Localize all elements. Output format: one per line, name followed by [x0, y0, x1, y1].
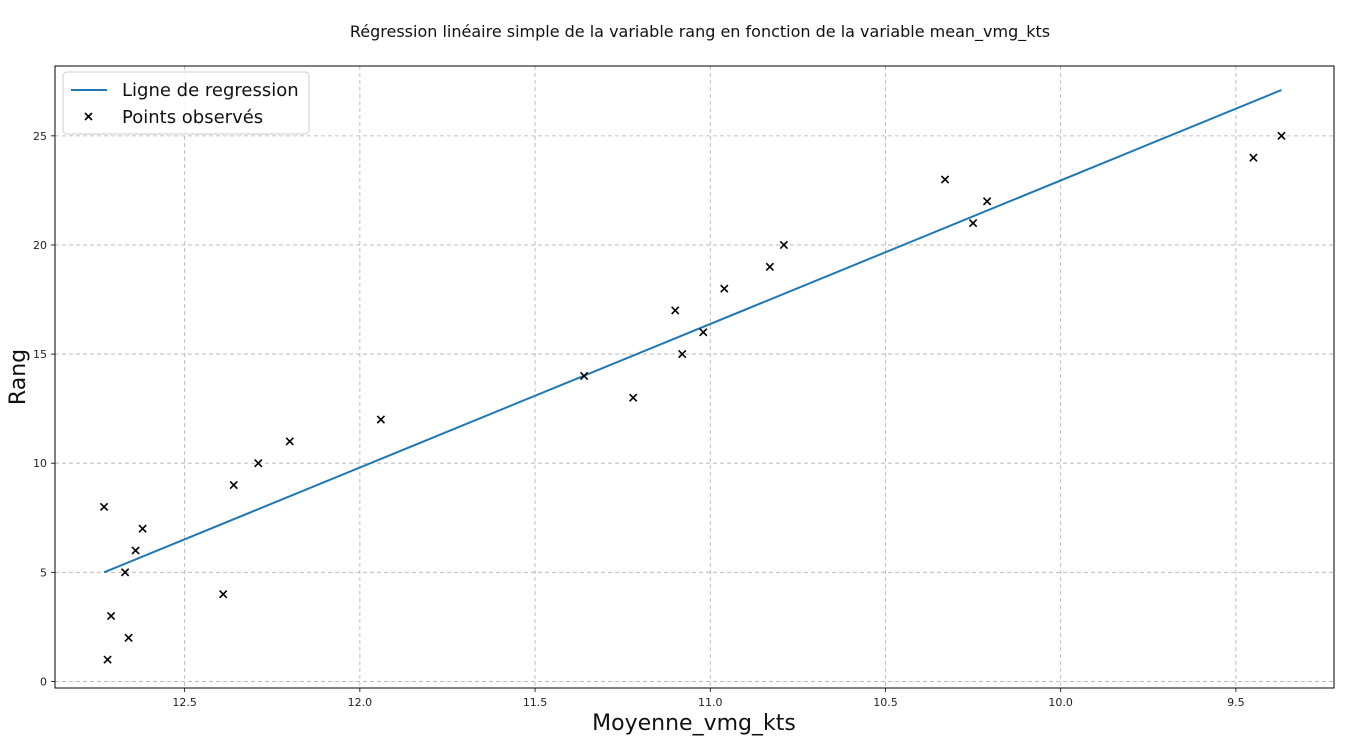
- observed-point: [699, 328, 708, 337]
- y-tick-label: 25: [33, 130, 47, 143]
- x-tick-label: 12.0: [348, 696, 373, 709]
- regression-line-layer: [103, 89, 1282, 574]
- observed-point: [99, 502, 109, 512]
- observed-points-layer: [99, 131, 1286, 664]
- observed-point: [131, 546, 140, 555]
- legend: Ligne de regression Points observés: [62, 71, 310, 135]
- axis-ticks: 12.5 12.0 11.5 11.0 10.5 10.0 9.5 0 5 10 15 20 25: [33, 130, 1245, 709]
- x-tick-label: 12.5: [172, 696, 197, 709]
- observed-point: [103, 655, 112, 664]
- y-tick-label: 0: [40, 675, 47, 688]
- y-tick-label: 5: [40, 566, 47, 579]
- y-tick-label: 10: [33, 457, 47, 470]
- x-axis-label: Moyenne_vmg_kts: [592, 711, 796, 736]
- observed-point: [124, 633, 133, 642]
- x-tick-label: 11.0: [698, 696, 723, 709]
- x-tick-label: 10.5: [873, 696, 898, 709]
- plot-frame: [54, 65, 1335, 689]
- legend-entry-regression: Ligne de regression: [122, 80, 299, 101]
- observed-point: [106, 611, 116, 621]
- observed-point: [229, 480, 238, 490]
- legend-entry-points: Points observés: [122, 107, 263, 128]
- x-tick-label: 10.0: [1048, 696, 1073, 709]
- grid: [55, 66, 1334, 688]
- observed-point: [982, 197, 992, 206]
- observed-point: [629, 393, 638, 402]
- observed-point: [671, 306, 680, 315]
- observed-point: [720, 284, 729, 293]
- observed-point: [1277, 131, 1286, 141]
- observed-point: [219, 589, 228, 599]
- legend-box: [62, 71, 310, 135]
- observed-point: [254, 459, 263, 468]
- observed-point: [940, 175, 950, 184]
- x-tick-label: 9.5: [1227, 696, 1245, 709]
- legend-x-marker-swatch: [84, 112, 93, 121]
- observed-point: [1249, 153, 1258, 162]
- observed-point: [765, 262, 775, 271]
- observed-point: [779, 240, 789, 250]
- observed-point: [138, 524, 147, 533]
- observed-point: [968, 218, 978, 228]
- y-axis-label: Rang: [6, 349, 31, 405]
- observed-point: [120, 568, 130, 577]
- regression-line: [103, 89, 1282, 574]
- observed-point: [376, 415, 386, 424]
- chart-title: Régression linéaire simple de la variabl…: [350, 22, 1050, 42]
- observed-point: [285, 437, 294, 446]
- x-tick-label: 11.5: [523, 696, 548, 709]
- y-tick-label: 15: [33, 348, 47, 361]
- y-tick-label: 20: [33, 239, 47, 252]
- observed-point: [678, 349, 687, 359]
- observed-point: [579, 371, 589, 381]
